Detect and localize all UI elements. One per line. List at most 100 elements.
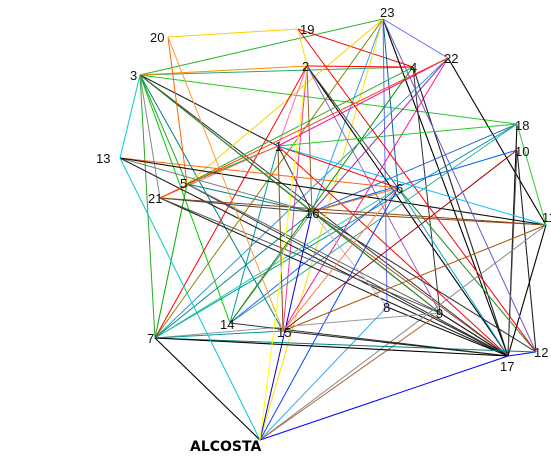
node-label-17: 17 (500, 359, 514, 374)
edge-n11-n17 (507, 224, 547, 357)
edge-n3-n1 (139, 74, 279, 147)
edge-n6-n12 (397, 187, 537, 353)
edge-n22-n1 (277, 57, 449, 147)
edge-n16-nA (259, 211, 313, 441)
edge-n10-n17 (507, 149, 518, 357)
edge-n12-n7 (154, 337, 537, 353)
edge-n18-n16 (311, 123, 518, 213)
edge-n7-n17 (154, 337, 509, 357)
node-label-11: 11 (542, 210, 551, 225)
edge-n23-n12 (382, 18, 537, 353)
edge-n13-nA (119, 157, 261, 441)
edge-n5-n9 (186, 183, 441, 314)
node-label-10: 10 (515, 144, 529, 159)
node-label-16: 16 (305, 206, 319, 221)
edge-n21-n11 (159, 197, 547, 226)
edge-n4-n14 (229, 66, 414, 324)
node-label-layer: 1234567891011121314151617181920212223 (96, 5, 551, 374)
node-label-4: 4 (410, 60, 417, 75)
node-label-13: 13 (96, 151, 110, 166)
node-label-20: 20 (150, 30, 164, 45)
edge-n8-nA (259, 306, 388, 441)
node-label-15: 15 (277, 325, 291, 340)
edge-n3-n23 (139, 18, 384, 76)
edge-n2-n1 (277, 65, 308, 147)
edge-n3-n7 (139, 74, 156, 339)
edge-n2-nA (259, 65, 308, 441)
node-label-7: 7 (147, 331, 154, 346)
edge-n11-nA (259, 224, 547, 441)
edge-n10-n16 (311, 149, 518, 213)
edge-n2-n4 (306, 65, 414, 68)
edge-n3-n14 (139, 74, 231, 324)
node-label-19: 19 (300, 22, 314, 37)
node-label-8: 8 (383, 300, 390, 315)
node-label-23: 23 (380, 5, 394, 20)
edge-n1-n17 (277, 145, 509, 357)
node-label-18: 18 (515, 118, 529, 133)
edge-n3-n2 (139, 65, 308, 76)
edge-n6-nA (259, 187, 399, 441)
edge-n9-n17 (439, 312, 509, 357)
edge-n11-n15 (282, 224, 547, 332)
node-label-6: 6 (396, 181, 403, 196)
node-label-3: 3 (130, 68, 137, 83)
edge-n20-n15 (167, 36, 284, 332)
edge-n1-n16 (277, 145, 313, 213)
edge-n19-n2 (297, 28, 308, 67)
edge-n13-n16 (119, 157, 313, 213)
node-label-12: 12 (534, 345, 548, 360)
edge-n19-n12 (297, 28, 537, 353)
edge-n3-n9 (139, 74, 441, 314)
edge-n2-n6 (306, 65, 399, 189)
edge-layer (119, 18, 547, 441)
edge-n6-n7 (154, 187, 399, 339)
edge-n2-n7 (154, 65, 308, 339)
edge-n22-n11 (447, 57, 547, 226)
edge-n22-n7 (154, 57, 449, 339)
edge-n15-n17 (282, 330, 509, 357)
edge-n19-n4 (297, 28, 414, 68)
edge-n23-n17 (382, 18, 509, 357)
graph-caption: ALCOSTA (190, 439, 261, 455)
edge-n17-nA (259, 355, 509, 441)
edge-n13-n17 (119, 157, 509, 357)
edge-n1-n11 (277, 145, 547, 226)
edge-n1-n15 (277, 145, 284, 332)
edge-n3-n18 (139, 74, 518, 125)
edge-n2-n17 (306, 65, 509, 357)
edge-n21-n9 (159, 197, 441, 314)
edge-n23-n6 (382, 18, 399, 189)
node-label-1: 1 (275, 139, 282, 154)
edge-n12-n17 (507, 351, 537, 357)
edge-n23-nA (259, 18, 384, 441)
node-label-5: 5 (180, 176, 187, 191)
edge-n6-n15 (282, 187, 399, 332)
edge-n22-n15 (282, 57, 449, 332)
edge-n8-n17 (386, 306, 509, 357)
edge-n7-nA (154, 337, 261, 441)
edge-n20-n5 (167, 36, 188, 185)
edge-n1-n18 (277, 123, 518, 147)
edge-n13-n6 (119, 157, 399, 189)
edge-n3-n13 (119, 74, 141, 159)
edge-n6-n14 (229, 187, 399, 324)
edge-n16-n17 (311, 211, 509, 357)
edge-n16-n12 (311, 211, 537, 353)
edge-n16-n8 (311, 211, 388, 308)
edge-n1-n21 (159, 145, 279, 199)
edge-n22-n16 (311, 57, 449, 213)
edge-n3-n5 (139, 74, 188, 185)
edge-n10-n12 (516, 149, 537, 353)
edge-n23-n5 (186, 18, 384, 185)
edge-n5-n17 (186, 183, 509, 357)
edge-n13-n11 (119, 157, 547, 226)
edge-n3-n4 (139, 66, 414, 76)
edge-n15-n7 (154, 330, 284, 339)
edge-n2-n9 (306, 65, 441, 314)
edge-n20-n19 (167, 28, 299, 38)
edge-n9-n7 (154, 312, 441, 339)
edge-n18-n14 (229, 123, 518, 324)
edge-n1-n14 (229, 145, 279, 324)
